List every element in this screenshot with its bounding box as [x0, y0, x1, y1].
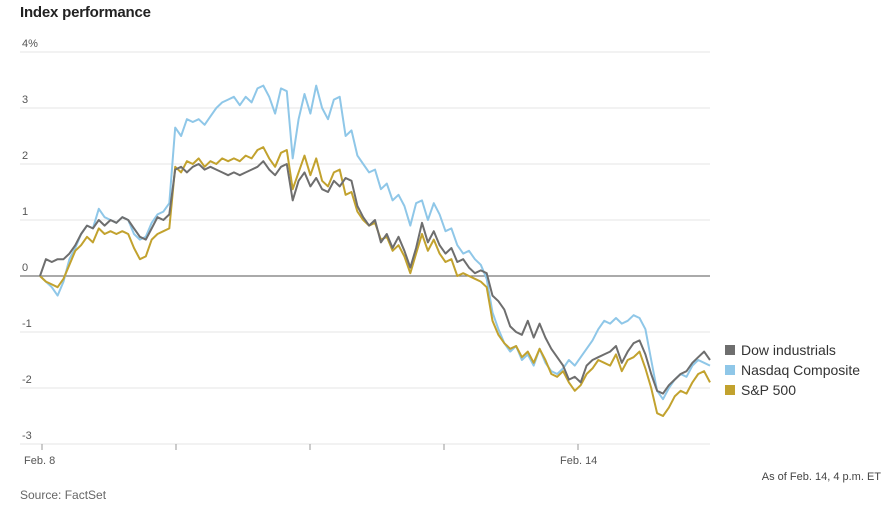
timestamp-note: As of Feb. 14, 4 p.m. ET: [761, 471, 881, 483]
y-tick-label: 3: [22, 94, 28, 106]
y-tick-label: -3: [22, 430, 32, 442]
x-tick-label: Feb. 8: [24, 455, 55, 467]
series-line-dow: [39, 160, 711, 395]
legend-label-dow: Dow industrials: [741, 342, 836, 358]
legend-item-sp500: S&P 500: [725, 380, 860, 400]
grid-lines: [20, 51, 710, 445]
series-lines: [39, 84, 711, 417]
legend-swatch-dow: [725, 345, 735, 355]
x-axis: Feb. 8 Feb. 14: [24, 444, 597, 467]
source-credit: Source: FactSet: [20, 488, 107, 502]
y-tick-label: 1: [22, 206, 28, 218]
y-axis-ticks: 4% 3 2 1 0 -1 -2 -3: [22, 38, 38, 442]
legend-label-nasdaq: Nasdaq Composite: [741, 362, 861, 378]
y-tick-label: -2: [22, 374, 32, 386]
y-tick-label: 4%: [22, 38, 38, 50]
y-tick-label: 0: [22, 262, 28, 274]
legend-label-sp500: S&P 500: [741, 382, 797, 398]
y-tick-label: -1: [22, 318, 32, 330]
legend-swatch-sp500: [725, 385, 735, 395]
legend: Dow industrials Nasdaq Composite S&P 500: [725, 340, 860, 400]
legend-swatch-nasdaq: [725, 365, 735, 375]
series-line-sp500: [39, 146, 711, 417]
y-tick-label: 2: [22, 150, 28, 162]
legend-item-nasdaq: Nasdaq Composite: [725, 360, 860, 380]
x-tick-label: Feb. 14: [560, 455, 597, 467]
chart-title: Index performance: [20, 4, 151, 21]
legend-item-dow: Dow industrials: [725, 340, 860, 360]
series-line-nasdaq: [39, 84, 711, 401]
